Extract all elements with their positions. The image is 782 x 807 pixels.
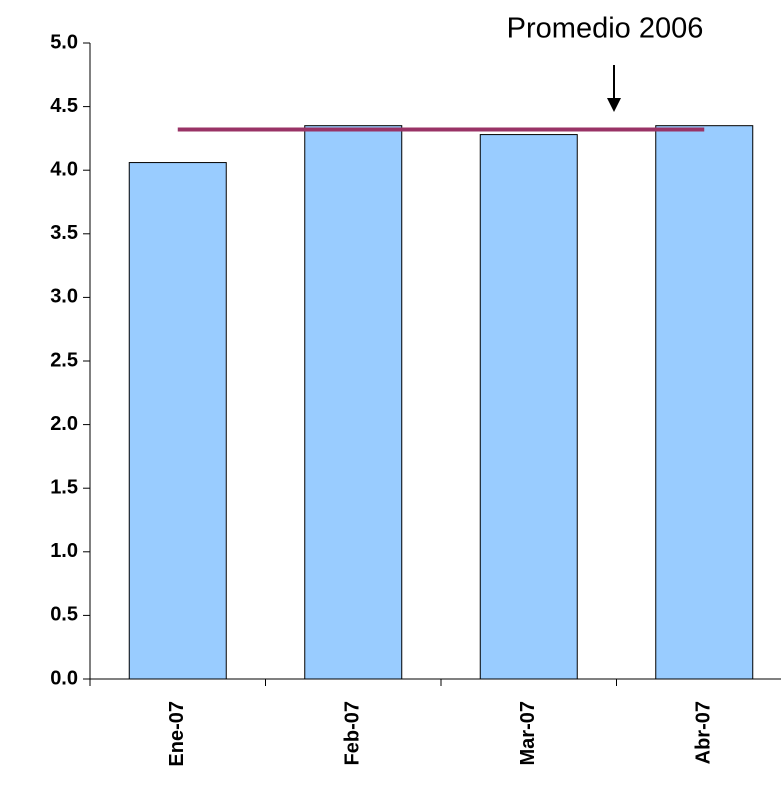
y-tick-label: 4.5 [50,95,78,117]
y-tick-label: 3.5 [50,222,78,244]
bar [304,125,403,680]
y-tick-label: 1.5 [50,476,78,498]
y-tick-label: 1.0 [50,540,78,562]
y-tick-label: 0.0 [50,667,78,689]
y-tick-label: 2.0 [50,413,78,435]
x-tick-label: Mar-07 [517,701,539,765]
y-tick-label: 5.0 [50,31,78,53]
annotation: Promedio 2006 [507,13,704,45]
x-tick-label: Feb-07 [342,701,364,765]
x-tick-label: Abr-07 [693,701,715,764]
x-tick-label: Ene-07 [166,701,188,767]
bar [128,162,227,680]
y-tick-label: 3.0 [50,286,78,308]
y-tick-label: 4.0 [50,158,78,180]
bar [479,134,578,680]
y-tick-label: 0.5 [50,604,78,626]
arrow-head [607,98,621,112]
bar [655,125,754,680]
y-tick-label: 2.5 [50,349,78,371]
